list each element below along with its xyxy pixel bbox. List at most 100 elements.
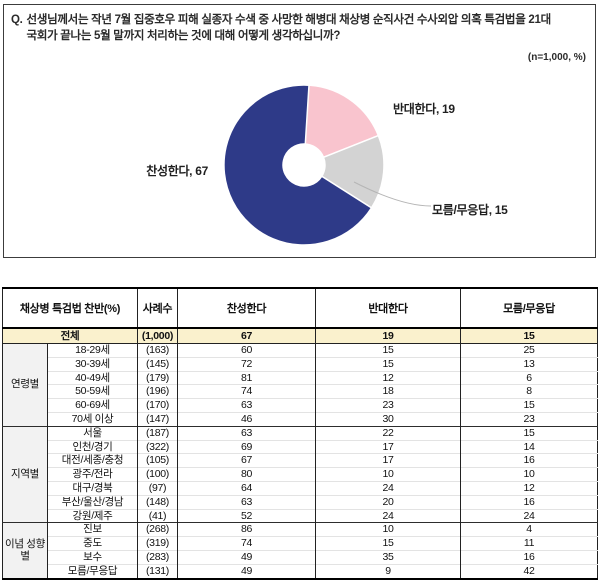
row-value: 22 (315, 425, 461, 441)
row-value: 12 (315, 370, 461, 385)
row-value: 81 (177, 370, 316, 385)
row-value: 15 (460, 398, 598, 413)
row-value: 60 (177, 343, 316, 358)
table-row: 30-39세 (145) 72 15 13 (3, 356, 598, 372)
row-n: (179) (137, 370, 178, 385)
row-value: 49 (177, 563, 316, 579)
row-label: 부산/울산/경남 (47, 494, 138, 510)
total-approve: 67 (177, 327, 316, 344)
row-value: 17 (315, 439, 461, 454)
table-row: 부산/울산/경남 (148) 63 20 16 (3, 494, 598, 510)
row-n: (196) (137, 384, 178, 399)
row-n: (170) (137, 398, 178, 413)
crosstab-table: 채상병 특검법 찬반(%) 사례수 찬성한다 반대한다 모름/무응답 전체 (1… (2, 287, 598, 580)
row-value: 35 (315, 549, 461, 565)
row-value: 74 (177, 384, 316, 399)
row-label: 인천/경기 (47, 439, 138, 454)
row-label: 중도 (47, 536, 138, 551)
table-row: 이념 성향별 진보 (268) 86 10 4 (2, 522, 598, 579)
row-label: 광주/전라 (47, 467, 138, 482)
row-label: 보수 (47, 549, 138, 565)
row-value: 10 (315, 467, 461, 482)
question-chart-panel: Q. 선생님께서는 작년 7월 집중호우 피해 실종자 수색 중 사망한 해병대… (3, 4, 596, 258)
row-value: 18 (315, 384, 461, 399)
row-value: 13 (460, 356, 598, 372)
question-prefix: Q. (11, 14, 23, 26)
row-n: (187) (137, 425, 178, 441)
group-label: 연령별 (2, 343, 48, 427)
row-value: 17 (315, 453, 461, 468)
row-label: 18-29세 (47, 343, 138, 358)
total-dontknow: 15 (460, 327, 598, 344)
question-line-2: 국회가 끝나는 5월 말까지 처리하는 것에 대해 어떻게 생각하십니까? (26, 30, 341, 42)
row-n: (97) (137, 480, 178, 496)
table-row: 50-59세 (196) 74 18 8 (3, 384, 598, 399)
row-value: 69 (177, 439, 316, 454)
table-row: 모름/무응답 (131) 49 9 42 (3, 563, 598, 579)
row-n: (283) (137, 549, 178, 565)
pie-slice-모름/무응답 (320, 134, 385, 209)
row-label: 50-59세 (47, 384, 138, 399)
row-value: 24 (315, 508, 461, 523)
row-n: (41) (137, 508, 178, 523)
question-text: 선생님께서는 작년 7월 집중호우 피해 실종자 수색 중 사망한 해병대 채상… (27, 12, 587, 44)
row-value: 10 (460, 467, 598, 482)
row-label: 30-39세 (47, 356, 138, 372)
row-n: (163) (137, 343, 178, 358)
leader-line (353, 181, 432, 207)
row-label: 진보 (47, 522, 138, 537)
row-value: 9 (315, 563, 461, 579)
row-value: 74 (177, 536, 316, 551)
row-value: 64 (177, 480, 316, 496)
row-value: 67 (177, 453, 316, 468)
row-value: 6 (460, 370, 598, 385)
row-value: 16 (460, 549, 598, 565)
table-row: 광주/전라 (100) 80 10 10 (3, 467, 598, 482)
row-n: (319) (137, 536, 178, 551)
table-row: 대구/경북 (97) 64 24 12 (3, 480, 598, 496)
total-n: (1,000) (137, 327, 178, 344)
row-n: (131) (137, 563, 178, 579)
header-question-col: 채상병 특검법 찬반(%) (2, 288, 138, 329)
total-row: 전체 (1,000) 67 19 15 (2, 327, 598, 344)
table-row: 인천/경기 (322) 69 17 14 (3, 439, 598, 454)
row-n: (145) (137, 356, 178, 372)
table-row: 70세 이상 (147) 46 30 23 (3, 411, 598, 427)
row-value: 30 (315, 411, 461, 427)
row-value: 15 (460, 425, 598, 441)
table-row: 40-49세 (179) 81 12 6 (3, 370, 598, 385)
row-label: 60-69세 (47, 398, 138, 413)
table-row: 지역별 서울 (187) 63 22 15 (2, 425, 598, 523)
row-value: 24 (460, 508, 598, 523)
row-value: 15 (315, 536, 461, 551)
row-value: 72 (177, 356, 316, 372)
row-value: 16 (460, 494, 598, 510)
pie-slice-반대한다 (303, 84, 380, 159)
row-label: 강원/제주 (47, 508, 138, 523)
row-value: 4 (460, 522, 598, 537)
table-row: 연령별 18-29세 (163) 60 15 25 (2, 343, 598, 427)
row-n: (268) (137, 522, 178, 537)
row-value: 49 (177, 549, 316, 565)
row-value: 23 (460, 411, 598, 427)
row-value: 63 (177, 494, 316, 510)
row-label: 모름/무응답 (47, 563, 138, 579)
survey-question: Q. 선생님께서는 작년 7월 집중호우 피해 실종자 수색 중 사망한 해병대… (4, 5, 595, 44)
table-row: 중도 (319) 74 15 11 (3, 536, 598, 551)
table-header: 채상병 특검법 찬반(%) 사례수 찬성한다 반대한다 모름/무응답 (2, 288, 598, 329)
row-label: 서울 (47, 425, 138, 441)
row-label: 70세 이상 (47, 411, 138, 427)
row-value: 10 (315, 522, 461, 537)
row-n: (100) (137, 467, 178, 482)
row-value: 42 (460, 563, 598, 579)
row-value: 8 (460, 384, 598, 399)
group-label: 이념 성향별 (2, 522, 48, 579)
header-n-col: 사례수 (137, 288, 178, 329)
pie-slice-찬성한다 (223, 84, 373, 246)
question-line-1: 선생님께서는 작년 7월 집중호우 피해 실종자 수색 중 사망한 해병대 채상… (26, 14, 552, 26)
table-row: 강원/제주 (41) 52 24 24 (3, 508, 598, 523)
row-n: (147) (137, 411, 178, 427)
table-row: 대전/세종/충청 (105) 67 17 16 (3, 453, 598, 468)
total-label: 전체 (2, 327, 138, 344)
row-value: 24 (315, 480, 461, 496)
